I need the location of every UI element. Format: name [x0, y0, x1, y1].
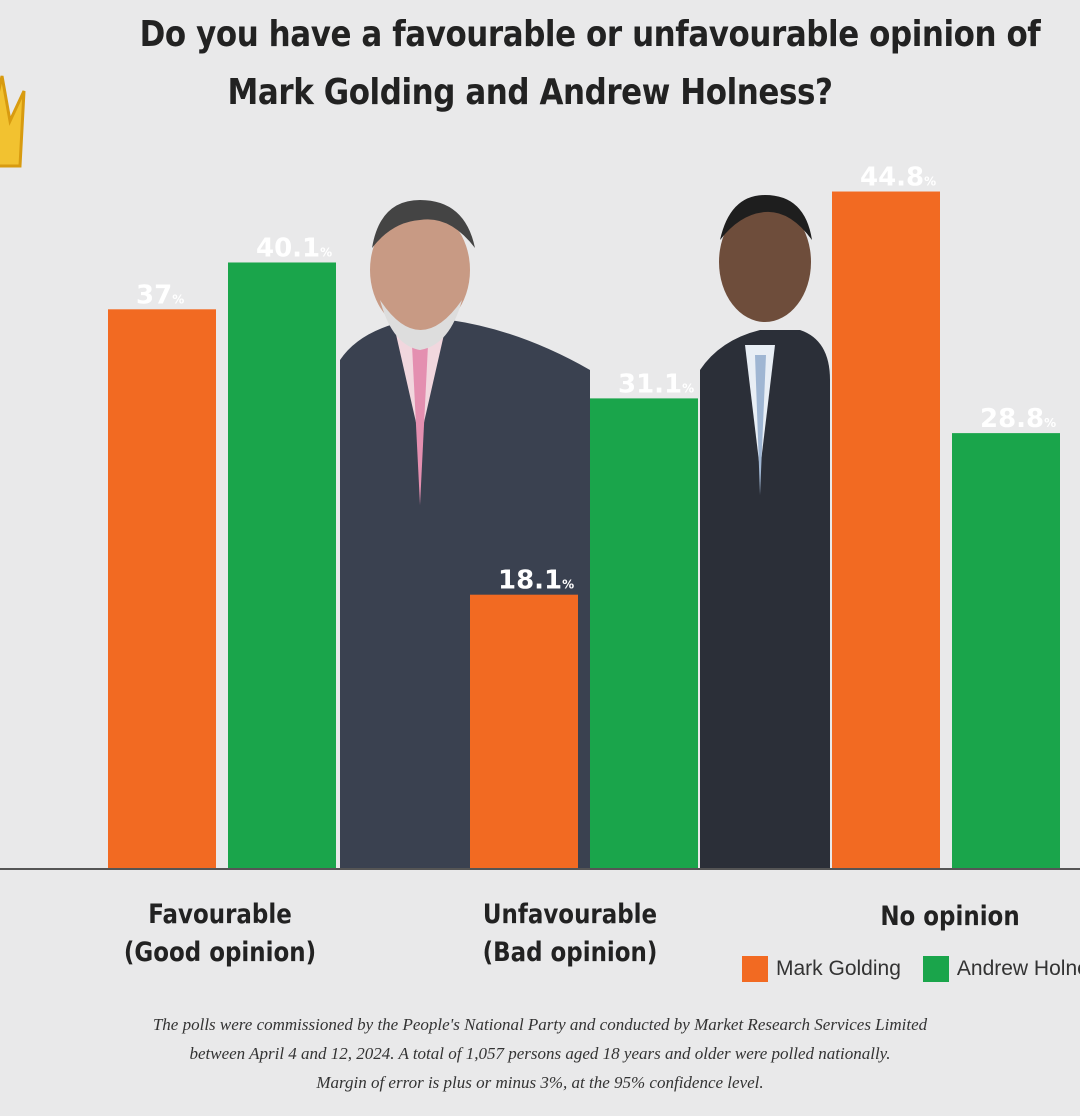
- chart-title-line-1: Do you have a favourable or unfavourable…: [139, 14, 1041, 55]
- footnote-line-1: The polls were commissioned by the Peopl…: [152, 1015, 928, 1034]
- data-label-unfavourable-holness: 31.1%: [618, 369, 694, 399]
- data-label-no-opinion-holness: 28.8%: [980, 404, 1056, 434]
- bar-chart: 37% 18.1% 44.8% 40.1% 31.1% 28.8%: [0, 163, 1080, 870]
- legend-label-holness: Andrew Holness: [956, 957, 1080, 980]
- legend-label-golding: Mark Golding: [776, 957, 901, 980]
- category-label-unfavourable: Unfavourable (Bad opinion): [482, 899, 658, 968]
- crown-icon: [0, 75, 26, 168]
- bar-favourable-holness: [228, 262, 336, 868]
- legend-swatch-holness: [922, 956, 949, 982]
- footnote-line-2: between April 4 and 12, 2024. A total of…: [189, 1044, 891, 1063]
- chart-title-line-2: Mark Golding and Andrew Holness?: [227, 72, 833, 113]
- category-label-no-opinion: No opinion: [880, 901, 1020, 932]
- bar-unfavourable-golding: [470, 594, 578, 868]
- legend-item-golding: Mark Golding: [742, 956, 901, 982]
- data-label-favourable-golding: 37%: [136, 280, 184, 310]
- legend-item-holness: Andrew Holness: [922, 956, 1080, 982]
- photo-figure-right: [700, 195, 830, 868]
- bar-favourable-golding: [108, 309, 216, 868]
- footnote-line-3: Margin of error is plus or minus 3%, at …: [316, 1073, 764, 1092]
- data-label-unfavourable-golding: 18.1%: [498, 566, 574, 596]
- bar-no-opinion-golding: [832, 191, 940, 868]
- data-label-favourable-holness: 40.1%: [256, 233, 332, 263]
- chart-legend: Mark Golding Andrew Holness: [742, 952, 1080, 986]
- bar-no-opinion-holness: [952, 433, 1060, 868]
- footnote: The polls were commissioned by the Peopl…: [0, 1010, 1080, 1097]
- bar-unfavourable-holness: [590, 398, 698, 868]
- data-label-no-opinion-golding: 44.8%: [860, 163, 936, 193]
- category-label-favourable: Favourable (Good opinion): [123, 899, 317, 968]
- legend-swatch-golding: [742, 956, 768, 982]
